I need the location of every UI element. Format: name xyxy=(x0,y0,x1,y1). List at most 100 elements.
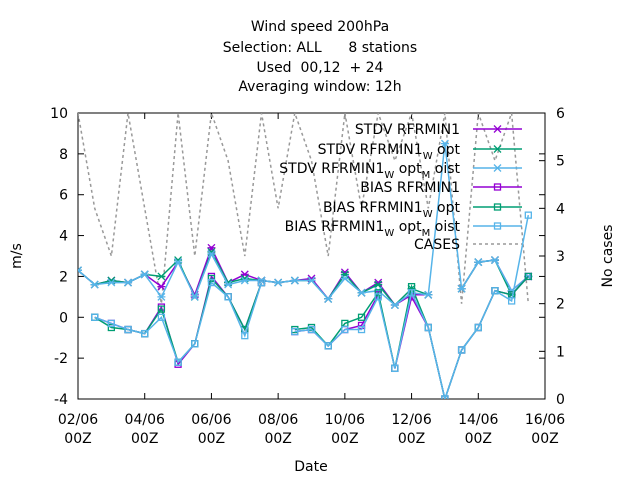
data-point xyxy=(207,249,216,258)
legend-marker xyxy=(493,183,502,191)
x-tick-label-hour: 00Z xyxy=(64,431,91,447)
x-tick-label-hour: 00Z xyxy=(465,431,492,447)
legend-label: STDV RFRMIN1 xyxy=(355,122,460,138)
title-line-3: Used 00,12 + 24 xyxy=(257,60,384,76)
data-point xyxy=(241,332,249,340)
y2-tick-label: 6 xyxy=(556,106,565,122)
data-point xyxy=(357,325,366,334)
legend-entry: BIAS RFRMIN1 xyxy=(360,180,522,196)
series-layer xyxy=(78,113,533,399)
data-point xyxy=(190,292,199,301)
data-point xyxy=(290,276,299,285)
data-point xyxy=(440,139,449,148)
data-point xyxy=(224,280,233,289)
chart-title: Wind speed 200hPa Selection: ALL 8 stati… xyxy=(223,19,417,95)
legend-entry: STDV RFRMIN1W optM oist xyxy=(279,161,522,181)
legend-entry: BIAS RFRMIN1W opt xyxy=(323,200,522,220)
x-tick-label-date: 08/06 xyxy=(258,412,298,428)
y2-tick-label: 0 xyxy=(556,392,565,408)
data-point xyxy=(124,325,132,334)
x-tick-label-date: 06/06 xyxy=(191,412,231,428)
data-point xyxy=(107,319,116,328)
series-line xyxy=(94,276,263,364)
series-1 xyxy=(78,247,533,309)
y2-tick-label: 1 xyxy=(556,344,565,360)
y2-axis: 0 1 2 3 4 5 6 xyxy=(539,106,565,408)
data-point xyxy=(474,258,483,267)
data-point xyxy=(491,287,499,295)
y2-axis-label: No cases xyxy=(600,225,616,288)
data-point xyxy=(524,211,532,219)
data-point xyxy=(407,289,416,297)
legend-entry: STDV RFRMIN1W opt xyxy=(318,142,522,162)
series-5 xyxy=(91,211,532,399)
y-tick-label: -4 xyxy=(54,392,68,408)
data-point xyxy=(157,292,166,301)
data-point xyxy=(507,297,516,305)
x-tick-label-hour: 00Z xyxy=(131,431,158,447)
legend-marker xyxy=(493,222,502,230)
y-tick-label: 8 xyxy=(59,147,68,163)
data-point xyxy=(424,290,433,299)
data-point xyxy=(157,313,166,321)
data-point xyxy=(390,301,399,309)
x-tick-label-date: 16/06 xyxy=(525,412,565,428)
x-axis: 02/06 00Z 04/06 00Z 06/06 00Z 08/06 00Z 10/06 00Z… xyxy=(58,113,565,447)
data-point xyxy=(490,256,499,265)
data-point xyxy=(341,325,349,334)
series-line xyxy=(78,143,529,306)
data-point xyxy=(141,329,149,338)
x-tick-label-date: 02/06 xyxy=(58,412,98,428)
data-point xyxy=(374,280,383,289)
legend-label: BIAS RFRMIN1 xyxy=(360,180,460,196)
data-point xyxy=(441,395,449,399)
data-point xyxy=(374,293,382,301)
legend-marker xyxy=(493,125,502,133)
data-point xyxy=(424,323,432,332)
legend-entry: BIAS RFRMIN1W optM oist xyxy=(285,219,522,239)
legend-label: CASES xyxy=(414,237,460,253)
data-point xyxy=(90,280,99,289)
data-point xyxy=(174,358,182,366)
data-point xyxy=(157,272,166,281)
legend-marker xyxy=(493,203,502,211)
data-point xyxy=(140,270,149,279)
data-point xyxy=(157,305,166,313)
y2-tick-label: 3 xyxy=(556,249,565,265)
y-axis: -4 -2 0 2 4 6 8 10 xyxy=(50,106,545,408)
data-point xyxy=(224,293,232,301)
legend-entry: CASES xyxy=(414,237,522,253)
x-tick-label-date: 14/06 xyxy=(458,412,498,428)
y-tick-label: 0 xyxy=(59,310,68,326)
data-point xyxy=(291,327,299,336)
title-line-4: Averaging window: 12h xyxy=(238,79,401,95)
series-line xyxy=(94,281,263,364)
x-tick-label-hour: 00Z xyxy=(398,431,425,447)
data-point xyxy=(157,282,166,291)
data-point xyxy=(391,364,399,373)
legend-label: BIAS RFRMIN1W opt xyxy=(323,200,461,220)
data-point xyxy=(191,340,199,348)
series-line xyxy=(94,274,263,366)
data-point xyxy=(324,342,332,350)
data-point xyxy=(457,284,466,293)
x-axis-label: Date xyxy=(294,459,327,475)
y-tick-label: 10 xyxy=(50,106,68,122)
series-line xyxy=(294,214,530,399)
y2-tick-label: 4 xyxy=(556,201,565,217)
data-point xyxy=(174,258,183,267)
data-point xyxy=(240,276,249,285)
data-point xyxy=(324,294,333,303)
legend-label: BIAS RFRMIN1W optM oist xyxy=(285,219,461,239)
x-tick-label-hour: 00Z xyxy=(531,431,558,447)
legend-label: STDV RFRMIN1W opt xyxy=(318,142,461,162)
x-tick-label-date: 10/06 xyxy=(325,412,365,428)
data-point xyxy=(307,276,316,285)
data-point xyxy=(357,288,366,297)
data-point xyxy=(274,278,283,287)
title-line-2: Selection: ALL 8 stations xyxy=(223,40,417,56)
title-line-1: Wind speed 200hPa xyxy=(251,19,389,35)
y2-tick-label: 5 xyxy=(556,154,565,170)
